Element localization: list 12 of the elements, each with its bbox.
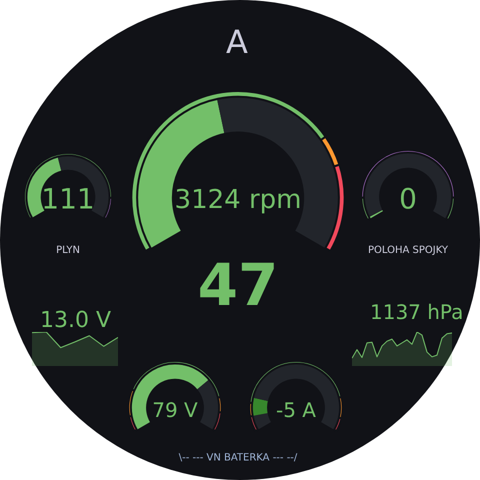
text: PLYN [56, 245, 80, 256]
text: A [226, 23, 248, 61]
text: \-- --- VN BATERKA --- --/ [178, 452, 298, 464]
text: -5 A [276, 398, 316, 422]
text: 1137 hPa [370, 300, 464, 324]
text: 111 [41, 182, 95, 216]
annotation: 13.0 V [40, 308, 112, 333]
text: POLOHA SPOJKY [368, 245, 448, 256]
text: 79 V [152, 398, 198, 422]
text: 3124 rpm [174, 185, 302, 215]
text: 47 [198, 251, 278, 319]
text: 0 [399, 182, 417, 216]
